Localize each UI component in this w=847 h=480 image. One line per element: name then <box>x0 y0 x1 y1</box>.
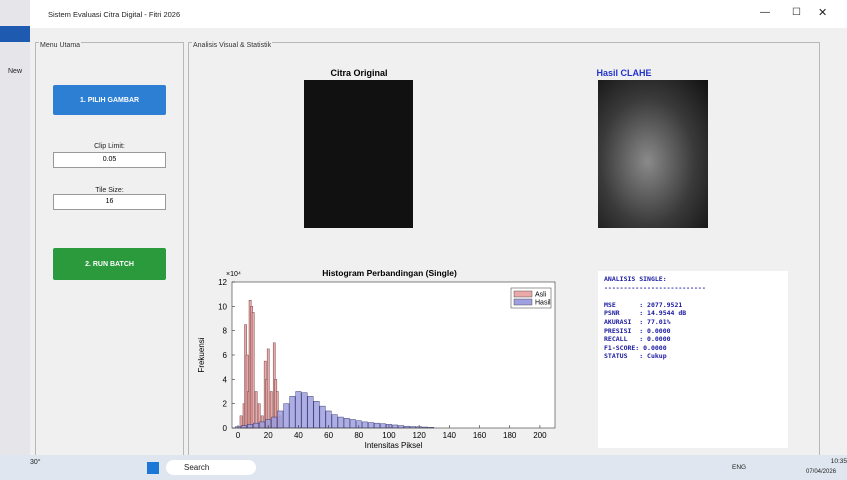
report-line: PRESISI : 0.0000 <box>604 326 671 335</box>
panel-title: Analisis Visual & Statistik <box>192 42 273 49</box>
bar <box>266 348 270 429</box>
bar <box>259 421 266 429</box>
bar <box>398 425 404 429</box>
bar <box>253 422 260 429</box>
report-line: ANALISIS SINGLE: <box>604 275 667 283</box>
y-multiplier: ×10⁴ <box>226 271 241 278</box>
search-box[interactable]: Search <box>166 460 256 475</box>
bar <box>313 401 320 429</box>
bar <box>331 414 338 429</box>
y-tick-label: 10 <box>218 302 227 311</box>
side-app: New <box>0 0 30 455</box>
y-tick-label: 0 <box>223 424 228 433</box>
legend-label: Hasil <box>535 300 551 307</box>
bar <box>343 418 350 429</box>
bar <box>367 422 374 429</box>
report-line: MSE : 2077.9521 <box>604 300 683 309</box>
maximize[interactable]: ☐ <box>792 7 801 18</box>
clahe-title: Hasil CLAHE <box>596 68 652 78</box>
legend-label: Asli <box>535 292 547 299</box>
bar <box>241 425 247 429</box>
clip-input[interactable]: 0.05 <box>53 152 166 168</box>
time: 10:35 <box>830 458 847 465</box>
bar <box>380 423 386 429</box>
close[interactable]: ✕ <box>818 7 828 19</box>
y-tick-label: 4 <box>223 375 228 384</box>
menu-panel: Menu Utama 1. PILIH GAMBAR Clip Limit: 0… <box>35 42 184 457</box>
search-text: Search <box>184 463 210 472</box>
y-tick-label: 2 <box>223 400 228 409</box>
bar <box>307 396 314 429</box>
bar <box>271 416 278 429</box>
x-tick-label: 20 <box>264 431 273 440</box>
report-line <box>604 292 782 301</box>
chart-title: Histogram Perbandingan (Single) <box>322 268 457 278</box>
legend-swatch <box>513 298 533 306</box>
plot-area <box>232 282 555 428</box>
side-label: New <box>8 68 23 75</box>
bar <box>361 421 368 429</box>
x-tick-label: 200 <box>533 431 547 440</box>
bar <box>319 405 326 429</box>
bar <box>337 416 344 429</box>
y-tick-label: 8 <box>223 327 228 336</box>
x-tick-label: 60 <box>324 431 333 440</box>
original-image <box>304 80 413 228</box>
lang: ENG <box>732 464 747 471</box>
original-title: Citra Original <box>330 68 388 78</box>
report-line: F1-SCORE: 0.0000 <box>604 343 667 352</box>
tile-label: Tile Size: <box>95 187 124 194</box>
minimize[interactable]: — <box>760 7 770 18</box>
weather: 30° <box>30 459 41 466</box>
bar <box>373 422 380 429</box>
bar <box>283 403 290 429</box>
date: 07/04/2026 <box>806 469 837 475</box>
report-line: -------------------------- <box>604 283 706 292</box>
panel-title: Menu Utama <box>39 42 82 49</box>
y-tick-label: 12 <box>218 278 227 287</box>
x-tick-label: 40 <box>294 431 303 440</box>
bar <box>392 424 398 429</box>
report-box: ANALISIS SINGLE: ------------------------… <box>598 271 788 448</box>
report-line: AKURASI : 77.01% <box>604 317 671 326</box>
side-bar <box>0 26 30 42</box>
y-tick-label: 6 <box>223 351 228 360</box>
x-tick-label: 80 <box>354 431 363 440</box>
bar <box>251 312 255 429</box>
bar <box>289 396 296 429</box>
taskbar: 30° Search ENG 10:35 07/04/2026 <box>0 455 847 480</box>
x-tick-label: 140 <box>443 431 457 440</box>
bar <box>277 410 284 429</box>
report-line: PSNR : 14.9544 dB <box>604 309 687 318</box>
start-button[interactable] <box>147 462 159 474</box>
title-bar: Sistem Evaluasi Citra Digital - Fitri 20… <box>30 0 847 28</box>
button-batch[interactable]: 2. RUN BATCH <box>53 248 166 280</box>
x-tick-label: 160 <box>473 431 487 440</box>
x-axis-label: Intensitas Piksel <box>365 441 423 450</box>
bar <box>247 424 254 429</box>
report-line: RECALL : 0.0000 <box>604 335 671 344</box>
x-tick-label: 120 <box>412 431 426 440</box>
bar <box>295 391 302 429</box>
x-tick-label: 0 <box>236 431 241 440</box>
bar <box>254 391 258 429</box>
clip-label: Clip Limit: <box>94 143 125 150</box>
x-tick-label: 100 <box>382 431 396 440</box>
clahe-image <box>598 80 708 228</box>
tile-input[interactable]: 16 <box>53 194 166 210</box>
button-pilih[interactable]: 1. PILIH GAMBAR <box>53 85 166 115</box>
report-line: STATUS : Cukup <box>604 352 667 361</box>
bar <box>349 419 356 429</box>
legend-swatch <box>513 290 533 298</box>
y-axis-label: Frekuensi <box>197 337 206 372</box>
bar <box>301 392 308 429</box>
x-tick-label: 180 <box>503 431 517 440</box>
window-title: Sistem Evaluasi Citra Digital - Fitri 20… <box>48 10 181 19</box>
